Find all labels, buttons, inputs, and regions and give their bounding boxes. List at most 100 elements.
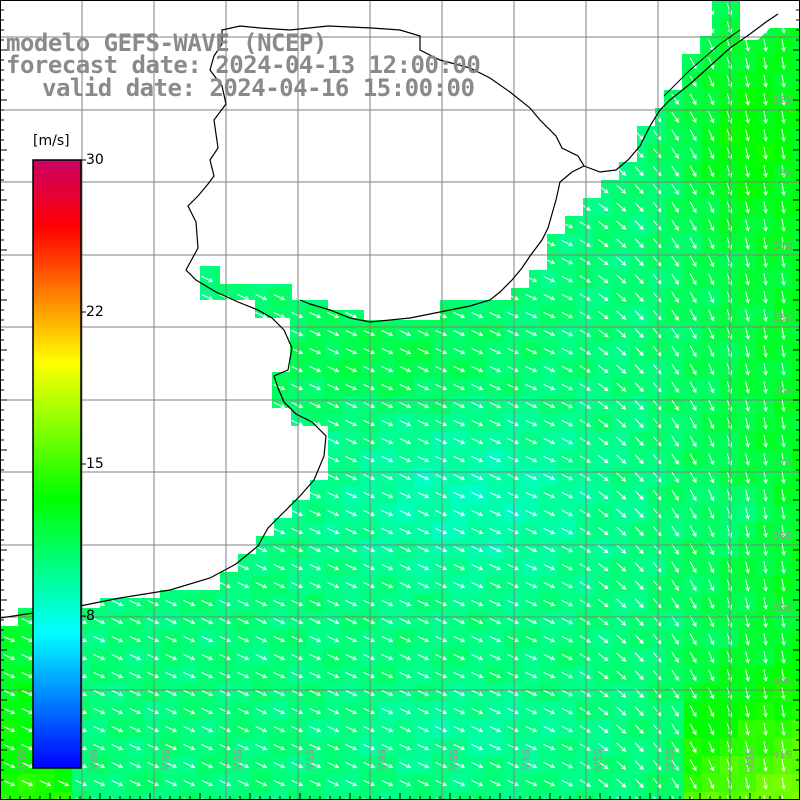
wind-arrow xyxy=(689,399,697,412)
wind-arrow xyxy=(579,545,592,553)
wind-arrow xyxy=(363,744,376,751)
wind-arrow xyxy=(345,492,358,499)
wind-arrow xyxy=(543,690,556,697)
speed-cell xyxy=(360,792,379,800)
wind-arrow xyxy=(237,744,250,751)
wind-arrow xyxy=(781,129,786,142)
wind-arrow xyxy=(183,744,196,751)
wind-arrow xyxy=(781,525,786,538)
colorbar xyxy=(32,159,86,769)
wind-arrow xyxy=(616,292,627,302)
wind-arrow xyxy=(471,726,484,733)
wind-arrow xyxy=(652,795,657,800)
wind-arrow xyxy=(255,654,268,661)
wind-arrow xyxy=(255,582,268,589)
wind-arrow xyxy=(435,564,448,571)
wind-arrow xyxy=(399,654,412,661)
wind-arrow xyxy=(634,238,644,249)
wind-arrow xyxy=(708,57,715,70)
wind-arrow xyxy=(671,741,679,753)
wind-arrow xyxy=(781,399,786,412)
wind-arrow xyxy=(93,672,106,679)
wind-arrow xyxy=(417,420,430,427)
wind-arrow xyxy=(745,129,750,142)
wind-arrow xyxy=(453,402,466,409)
wind-arrow xyxy=(561,257,574,265)
lon-label: 52W xyxy=(663,749,674,772)
wind-arrow xyxy=(435,420,448,427)
wind-arrow xyxy=(781,273,786,286)
wind-arrow xyxy=(561,761,574,769)
wind-arrow xyxy=(763,471,768,484)
wind-arrow xyxy=(453,636,466,643)
lon-label: 61W xyxy=(15,749,26,772)
wind-arrow xyxy=(327,492,340,499)
wind-arrow xyxy=(781,327,786,340)
wind-arrow xyxy=(489,492,502,499)
wind-arrow xyxy=(453,690,466,697)
wind-arrow xyxy=(381,384,394,391)
wind-arrow xyxy=(745,741,750,754)
wind-arrow xyxy=(453,528,466,535)
speed-cell xyxy=(540,792,559,800)
wind-arrow xyxy=(671,399,679,411)
wind-arrow xyxy=(763,741,768,754)
wind-arrow xyxy=(507,402,520,409)
wind-arrow xyxy=(708,471,715,484)
wind-arrow xyxy=(273,690,286,697)
wind-arrow xyxy=(781,435,786,448)
wind-arrow xyxy=(399,564,412,571)
wind-arrow xyxy=(363,726,376,733)
wind-arrow xyxy=(543,384,556,391)
speed-cell xyxy=(792,198,800,217)
wind-arrow xyxy=(634,580,644,591)
wind-arrow xyxy=(616,490,627,500)
wind-arrow xyxy=(689,129,697,142)
wind-arrow xyxy=(597,311,609,320)
wind-arrow xyxy=(489,780,502,787)
wind-arrow xyxy=(745,705,750,718)
wind-arrow xyxy=(525,708,538,715)
wind-arrow xyxy=(745,669,750,682)
wind-arrow xyxy=(616,454,627,464)
wind-arrow xyxy=(453,546,466,553)
wind-arrow xyxy=(39,780,52,787)
wind-arrow xyxy=(453,744,466,751)
wind-arrow xyxy=(689,165,697,178)
wind-arrow xyxy=(147,726,160,733)
wind-arrow xyxy=(327,636,340,643)
wind-arrow xyxy=(597,635,609,644)
wind-arrow xyxy=(309,384,322,391)
wind-arrow xyxy=(781,795,784,800)
wind-arrow xyxy=(543,276,556,283)
wind-arrow xyxy=(708,705,715,718)
speed-cell xyxy=(792,630,800,649)
wind-arrow xyxy=(201,762,214,769)
wind-arrow xyxy=(111,690,124,697)
speed-cell xyxy=(90,792,109,800)
wind-arrow xyxy=(417,708,430,715)
wind-arrow xyxy=(708,777,715,790)
wind-arrow xyxy=(763,687,768,700)
wind-arrow xyxy=(435,438,448,445)
speed-cell xyxy=(792,126,800,145)
wind-arrow xyxy=(327,600,340,607)
wind-arrow xyxy=(291,672,304,679)
wind-arrow xyxy=(471,474,484,481)
wind-arrow xyxy=(345,744,358,751)
wind-arrow xyxy=(763,129,768,142)
wind-arrow xyxy=(345,582,358,589)
speed-cell xyxy=(738,792,757,800)
speed-cell xyxy=(792,36,800,55)
wind-arrow xyxy=(708,417,715,430)
wind-arrow xyxy=(579,239,592,247)
wind-arrow xyxy=(399,762,412,769)
wind-arrow xyxy=(671,183,679,195)
wind-arrow xyxy=(363,564,376,571)
wind-arrow xyxy=(489,330,502,337)
wind-arrow xyxy=(489,708,502,715)
wind-arrow xyxy=(507,492,520,499)
wind-arrow xyxy=(561,527,574,535)
wind-arrow xyxy=(671,543,679,555)
